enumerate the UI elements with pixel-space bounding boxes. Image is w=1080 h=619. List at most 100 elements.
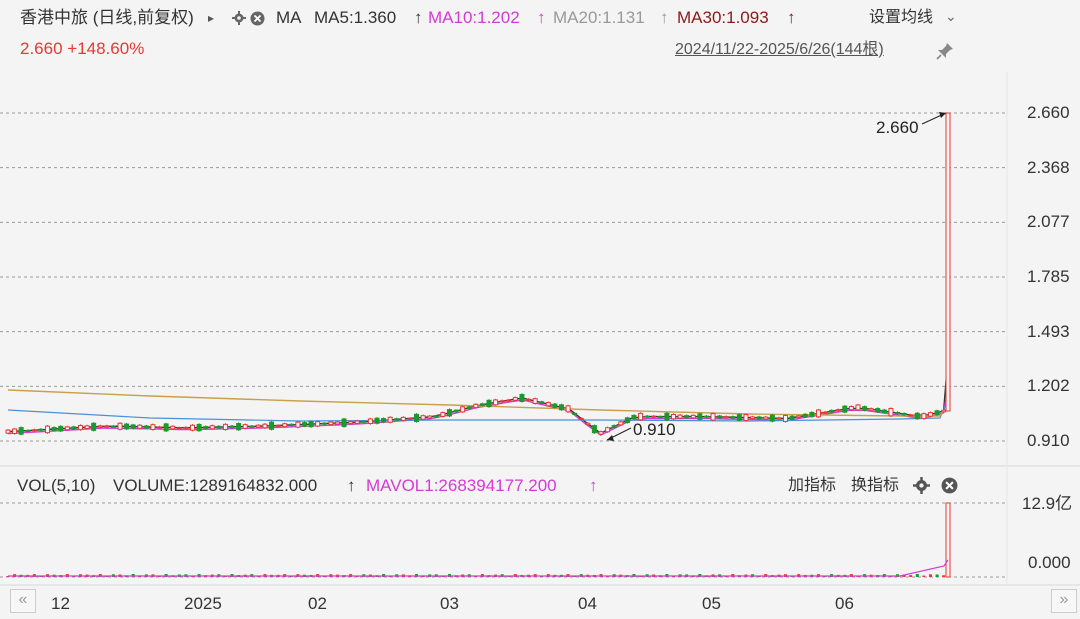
candle-body: [941, 409, 947, 413]
candle-body: [466, 406, 472, 409]
ma30-line: [7, 389, 949, 417]
candle-body: [446, 409, 452, 417]
candle-body: [638, 412, 644, 421]
candle-body: [684, 415, 690, 419]
candle-body: [203, 426, 209, 429]
candle-body: [835, 409, 841, 412]
candle-body: [236, 422, 242, 431]
candle-body: [64, 426, 70, 431]
candle-body: [908, 414, 914, 417]
candle-body: [822, 411, 828, 414]
candle-body: [282, 423, 288, 428]
ma20-label: MA20:1.131: [553, 8, 645, 27]
candle-body: [552, 403, 558, 408]
candle-body: [479, 403, 485, 406]
candle-body: [862, 406, 868, 411]
candle-body: [677, 414, 683, 419]
candle-body: [697, 413, 703, 420]
candle-body: [802, 413, 808, 418]
ma10-label: MA10:1.202: [428, 8, 520, 27]
candle-body: [730, 416, 736, 419]
expand-arrow-icon[interactable]: ▸: [208, 11, 215, 25]
candle-body: [104, 425, 110, 428]
stock-title[interactable]: 香港中旅 (日线,前复权): [20, 8, 194, 27]
candle-body: [585, 422, 591, 426]
candle-body: [460, 406, 466, 413]
add-indicator-button[interactable]: 加指标: [788, 477, 837, 494]
candle-body: [783, 414, 789, 422]
volume-up-arrow-icon: ↑: [347, 476, 356, 495]
date-range[interactable]: 2024/11/22-2025/6/26(144根): [675, 41, 884, 58]
candle-body: [183, 426, 189, 429]
volume-bars: [6, 502, 951, 578]
candle-body: [334, 421, 340, 425]
ma5-label: MA5:1.360: [314, 8, 397, 27]
scroll-left-button[interactable]: «: [10, 589, 36, 613]
candle-body: [222, 423, 228, 431]
volume-bar: [902, 574, 906, 577]
candle-body: [532, 398, 538, 404]
candle-body: [875, 408, 881, 413]
candle-body: [269, 421, 275, 430]
ma5-line: [7, 356, 949, 435]
low-price-annotation: 0.910: [633, 420, 676, 439]
candle-body: [38, 428, 44, 431]
candle-body: [499, 400, 505, 403]
candle-body: [506, 399, 512, 402]
candle-body: [367, 418, 373, 425]
price-change: 2.660 +148.60%: [20, 39, 145, 58]
candle-body: [914, 412, 920, 420]
candle-body-last: [945, 112, 951, 412]
candle-body: [539, 401, 545, 405]
ma20-line: [7, 399, 949, 422]
candle-body: [381, 418, 387, 423]
candle-body: [717, 415, 723, 419]
candle-body: [229, 425, 235, 429]
candle-body: [295, 421, 301, 428]
volume-bar: [909, 575, 913, 577]
candle-body: [763, 416, 769, 420]
switch-indicator-button[interactable]: 换指标: [851, 477, 900, 494]
candle-body: [394, 418, 400, 421]
volume-axis-zero: 0.000: [1028, 553, 1071, 572]
candle-body: [750, 416, 756, 420]
candle-body: [789, 415, 795, 420]
mavol-value: MAVOL1:268394177.200: [366, 476, 557, 495]
candle-body: [420, 415, 426, 420]
candle-body: [605, 427, 611, 433]
candle-body: [31, 429, 37, 432]
candle-body: [288, 423, 294, 427]
candle-body: [361, 420, 367, 423]
candle-body: [526, 398, 532, 401]
volume-bar: [922, 575, 926, 577]
candle-body: [440, 412, 446, 417]
candle-body: [255, 424, 261, 428]
candle-body: [703, 415, 709, 418]
candle-body: [572, 412, 578, 415]
candle-body: [895, 411, 901, 415]
candle-body: [644, 415, 650, 418]
ma30-up-arrow-icon: ↑: [787, 8, 796, 27]
ma30-label: MA30:1.093: [677, 8, 769, 27]
time-tick-label: 12: [51, 594, 70, 613]
candle-body: [769, 414, 775, 422]
chevron-down-icon[interactable]: ⌄: [945, 8, 957, 24]
candle-body: [486, 399, 492, 408]
volume-bar: [915, 574, 919, 577]
mavol-up-arrow-icon: ↑: [589, 476, 598, 495]
candle-body: [545, 402, 551, 407]
candle-body: [150, 424, 156, 430]
set-ma-button[interactable]: 设置均线: [869, 9, 934, 26]
ma10-up-arrow-icon: ↑: [537, 8, 546, 27]
vol-indicator-label: VOL(5,10): [17, 476, 96, 495]
candle-body: [776, 417, 782, 420]
candle-body: [624, 417, 630, 423]
scroll-right-button[interactable]: »: [1051, 589, 1077, 613]
candle-body: [934, 410, 940, 416]
candle-body: [829, 409, 835, 413]
candle-body: [842, 405, 848, 413]
price-annotations: [606, 112, 947, 441]
candle-body: [815, 409, 821, 418]
